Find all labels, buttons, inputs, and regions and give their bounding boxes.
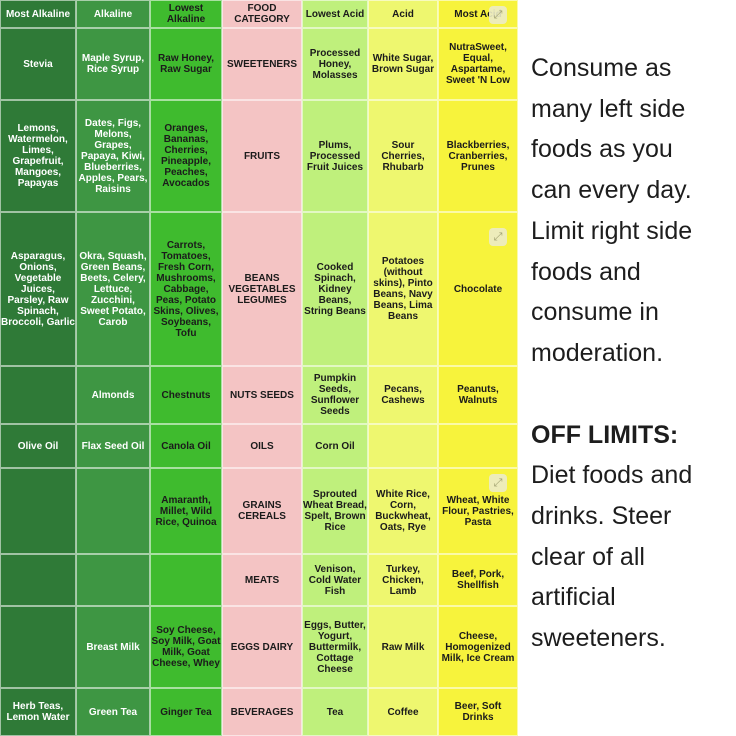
header-acid: Acid [368, 0, 438, 28]
table-cell: Carrots, Tomatoes, Fresh Corn, Mushrooms… [150, 212, 222, 366]
side-note: Consume as many left side foods as you c… [531, 48, 736, 659]
table-cell: Dates, Figs, Melons, Grapes, Papaya, Kiw… [76, 100, 150, 212]
table-cell: Pumpkin Seeds, Sunflower Seeds [302, 366, 368, 424]
table-cell: Raw Milk [368, 606, 438, 688]
note-line: Diet foods and [531, 461, 693, 490]
note-line: moderation. [531, 338, 664, 367]
header-lowest-alkaline: Lowest Alkaline [150, 0, 222, 28]
table-cell: Sour Cherries, Rhubarb [368, 100, 438, 212]
table-cell [0, 468, 76, 554]
table-cell: Corn Oil [302, 424, 368, 468]
table-cell [76, 468, 150, 554]
table-cell: Pecans, Cashews [368, 366, 438, 424]
table-cell: Asparagus, Onions, Vegetable Juices, Par… [0, 212, 76, 366]
note-line: many left side [531, 94, 686, 123]
header-food-category: FOOD CATEGORY [222, 0, 302, 28]
table-cell: Almonds [76, 366, 150, 424]
table-cell: White Sugar, Brown Sugar [368, 28, 438, 100]
table-cell [368, 424, 438, 468]
note-line: artificial [531, 583, 616, 612]
table-cell: Turkey, Chicken, Lamb [368, 554, 438, 606]
note-line: consume in [531, 298, 659, 327]
category-cell: EGGS DAIRY [222, 606, 302, 688]
header-lowest-acid: Lowest Acid [302, 0, 368, 28]
table-cell: Beer, Soft Drinks [438, 688, 518, 736]
note-line: clear of all [531, 542, 645, 571]
table-cell: Cooked Spinach, Kidney Beans, String Bea… [302, 212, 368, 366]
table-cell: Sprouted Wheat Bread, Spelt, Brown Rice [302, 468, 368, 554]
table-cell [0, 366, 76, 424]
table-cell: Chestnuts [150, 366, 222, 424]
table-cell: Olive Oil [0, 424, 76, 468]
table-cell: Green Tea [76, 688, 150, 736]
table-cell [150, 554, 222, 606]
table-cell: Plums, Processed Fruit Juices [302, 100, 368, 212]
food-chart-table: Most Alkaline Alkaline Lowest Alkaline F… [0, 0, 518, 736]
category-cell: NUTS SEEDS [222, 366, 302, 424]
table-cell: Herb Teas, Lemon Water [0, 688, 76, 736]
table-cell: Blackberries, Cranberries, Prunes [438, 100, 518, 212]
table-cell: Tea [302, 688, 368, 736]
table-cell: Oranges, Bananas, Cherries, Pineapple, P… [150, 100, 222, 212]
table-cell: Flax Seed Oil [76, 424, 150, 468]
table-cell: Processed Honey, Molasses [302, 28, 368, 100]
category-cell: MEATS [222, 554, 302, 606]
table-cell: NutraSweet, Equal, Aspartame, Sweet 'N L… [438, 28, 518, 100]
note-line: Consume as [531, 54, 672, 82]
category-cell: FRUITS [222, 100, 302, 212]
table-cell: White Rice, Corn, Buckwheat, Oats, Rye [368, 468, 438, 554]
table-cell: Ginger Tea [150, 688, 222, 736]
category-cell: SWEETENERS [222, 28, 302, 100]
header-alkaline: Alkaline [76, 0, 150, 28]
header-most-alkaline: Most Alkaline [0, 0, 76, 28]
table-cell: Maple Syrup, Rice Syrup [76, 28, 150, 100]
table-cell: Eggs, Butter, Yogurt, Buttermilk, Cottag… [302, 606, 368, 688]
off-limits-title: OFF LIMITS: [531, 420, 679, 449]
table-cell: Soy Cheese, Soy Milk, Goat Milk, Goat Ch… [150, 606, 222, 688]
category-cell: OILS [222, 424, 302, 468]
category-cell: GRAINS CEREALS [222, 468, 302, 554]
table-cell [438, 424, 518, 468]
zoom-icon[interactable]: ⤢ [489, 228, 507, 246]
table-cell: Lemons, Watermelon, Limes, Grapefruit, M… [0, 100, 76, 212]
table-cell [0, 554, 76, 606]
table-cell: Coffee [368, 688, 438, 736]
zoom-icon[interactable]: ⤢ [489, 6, 507, 24]
note-line: sweeteners. [531, 624, 666, 653]
note-line: drinks. Steer [531, 502, 672, 531]
table-cell: Okra, Squash, Green Beans, Beets, Celery… [76, 212, 150, 366]
table-cell: Cheese, Homogenized Milk, Ice Cream [438, 606, 518, 688]
table-cell: Raw Honey, Raw Sugar [150, 28, 222, 100]
table-cell: Canola Oil [150, 424, 222, 468]
table-cell [0, 606, 76, 688]
note-line: foods and [531, 257, 641, 286]
table-cell: Amaranth, Millet, Wild Rice, Quinoa [150, 468, 222, 554]
table-cell: Potatoes (without skins), Pinto Beans, N… [368, 212, 438, 366]
note-line: can every day. [531, 176, 692, 205]
table-cell: Beef, Pork, Shellfish [438, 554, 518, 606]
category-cell: BEANS VEGETABLES LEGUMES [222, 212, 302, 366]
note-line: foods as you [531, 135, 673, 164]
zoom-icon[interactable]: ⤢ [489, 474, 507, 492]
table-cell: Stevia [0, 28, 76, 100]
table-cell: Breast Milk [76, 606, 150, 688]
table-cell: Peanuts, Walnuts [438, 366, 518, 424]
table-cell [76, 554, 150, 606]
category-cell: BEVERAGES [222, 688, 302, 736]
table-cell: Venison, Cold Water Fish [302, 554, 368, 606]
note-line: Limit right side [531, 216, 693, 245]
